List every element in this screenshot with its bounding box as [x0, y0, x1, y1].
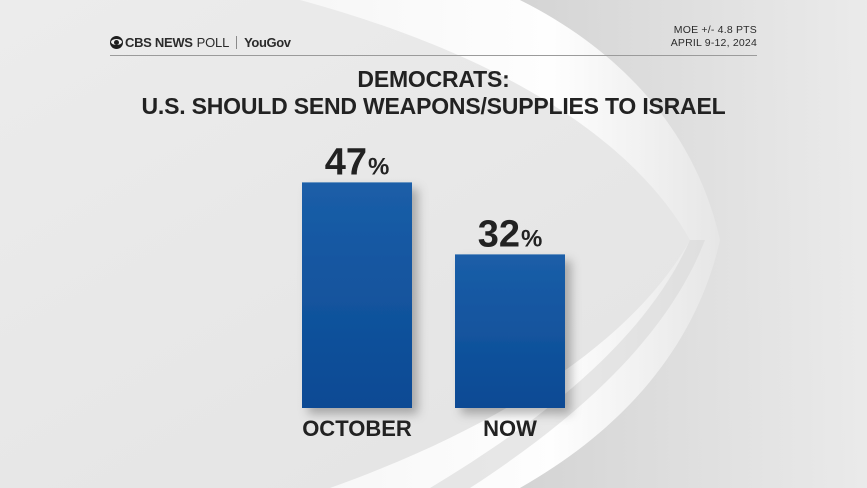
bar-october [302, 182, 412, 408]
category-label-now: NOW [483, 416, 537, 441]
poll-metadata: MOE +/- 4.8 PTS APRIL 9-12, 2024 [671, 24, 757, 50]
logo-poll: POLL [196, 34, 230, 50]
margin-of-error: MOE +/- 4.8 PTS [673, 24, 757, 36]
logo-divider [236, 35, 238, 49]
chart-title: DEMOCRATS: [357, 66, 510, 92]
chart-subtitle: U.S. SHOULD SEND WEAPONS/SUPPLIES TO ISR… [141, 93, 726, 119]
data-label-october: 47% [325, 141, 390, 183]
cbs-eye-icon [110, 35, 123, 49]
logo-partner: YouGov [244, 34, 291, 50]
data-label-now: 32% [478, 213, 543, 255]
logo-brand: CBS NEWS [125, 34, 193, 50]
poll-dates: APRIL 9-12, 2024 [670, 37, 757, 49]
category-label-october: OCTOBER [302, 416, 412, 441]
header-divider [110, 55, 757, 56]
header-logo: CBS NEWS POLL YouGov [110, 34, 291, 50]
bar-now [455, 254, 565, 408]
